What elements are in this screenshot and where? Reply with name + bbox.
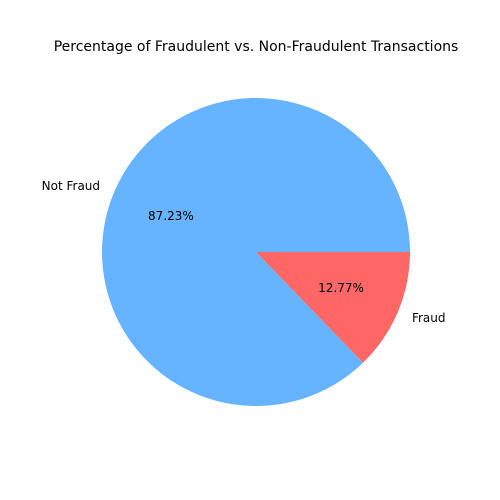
slice-label-not-fraud: Not Fraud bbox=[42, 179, 100, 193]
pie-slice-fraud bbox=[256, 252, 410, 363]
pie-labels: Not Fraud 87.23% Fraud 12.77% bbox=[42, 179, 446, 325]
slice-percent-not-fraud: 87.23% bbox=[148, 209, 194, 223]
chart-title: Percentage of Fraudulent vs. Non-Fraudul… bbox=[54, 39, 459, 55]
slice-label-fraud: Fraud bbox=[412, 311, 446, 325]
slice-percent-fraud: 12.77% bbox=[318, 281, 364, 295]
pie-slices bbox=[101, 97, 410, 407]
pie-slice-not-fraud bbox=[101, 97, 410, 407]
